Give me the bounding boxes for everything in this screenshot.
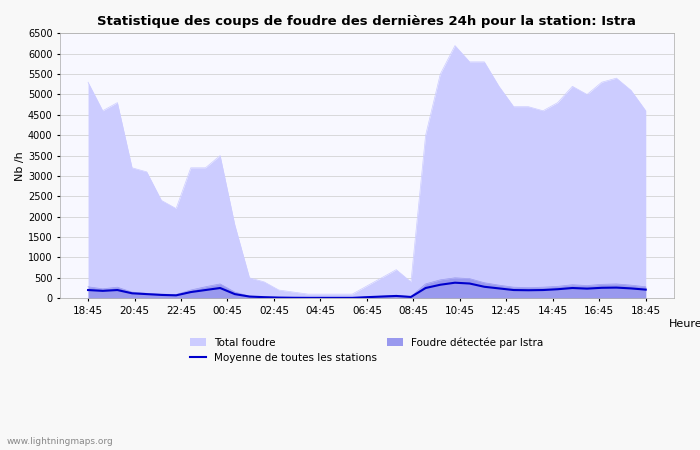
Text: www.lightningmaps.org: www.lightningmaps.org [7,436,113,446]
Legend: Total foudre, Moyenne de toutes les stations, Foudre détectée par Istra: Total foudre, Moyenne de toutes les stat… [186,333,548,367]
X-axis label: Heure: Heure [669,320,700,329]
Y-axis label: Nb /h: Nb /h [15,151,25,180]
Title: Statistique des coups de foudre des dernières 24h pour la station: Istra: Statistique des coups de foudre des dern… [97,15,636,28]
